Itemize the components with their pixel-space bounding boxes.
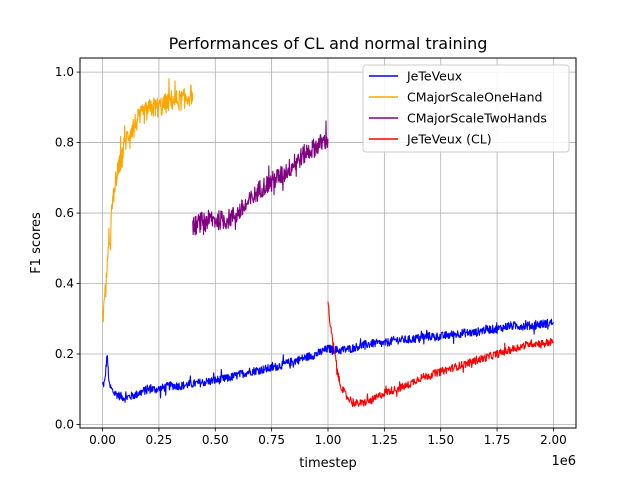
series-line-0 xyxy=(102,318,554,403)
x-axis-label: timestep xyxy=(299,456,357,471)
y-tick-label: 0.2 xyxy=(55,347,74,361)
series-line-1 xyxy=(102,77,194,323)
y-tick-label: 1.0 xyxy=(55,65,74,79)
y-tick-label: 0.4 xyxy=(55,277,74,291)
chart-title: Performances of CL and normal training xyxy=(169,34,488,53)
series-line-3 xyxy=(327,301,554,408)
y-tick-label: 0.8 xyxy=(55,136,74,150)
series-lines xyxy=(102,77,554,408)
legend-label-2: CMajorScaleTwoHands xyxy=(407,111,547,126)
legend-label-3: JeTeVeux (CL) xyxy=(406,132,492,147)
x-tick-label: 0.00 xyxy=(89,433,116,447)
x-tick-label: 0.50 xyxy=(202,433,229,447)
x-tick-label: 1.00 xyxy=(315,433,342,447)
x-tick-label: 2.00 xyxy=(540,433,567,447)
x-tick-label: 0.75 xyxy=(258,433,285,447)
x-tick-label: 1.75 xyxy=(484,433,511,447)
y-tick-label: 0.0 xyxy=(55,417,74,431)
x-tick-label: 1.50 xyxy=(427,433,454,447)
x-tick-label: 1.25 xyxy=(371,433,398,447)
legend-box xyxy=(362,64,570,153)
x-tick-label: 0.25 xyxy=(146,433,173,447)
legend: JeTeVeux CMajorScaleOneHand CMajorScaleTwo… xyxy=(362,64,570,153)
y-tick-label: 0.6 xyxy=(55,206,74,220)
x-offset-label: 1e6 xyxy=(551,454,576,469)
series-line-2 xyxy=(192,120,329,236)
y-axis-label: F1 scores xyxy=(29,212,44,274)
axis-ticks: 0.00 0.25 0.50 0.75 1.00 1.25 1.50 1.75 2.00 0.0 0… xyxy=(55,65,567,447)
legend-label-0: JeTeVeux xyxy=(406,69,462,84)
legend-label-1: CMajorScaleOneHand xyxy=(407,90,542,105)
